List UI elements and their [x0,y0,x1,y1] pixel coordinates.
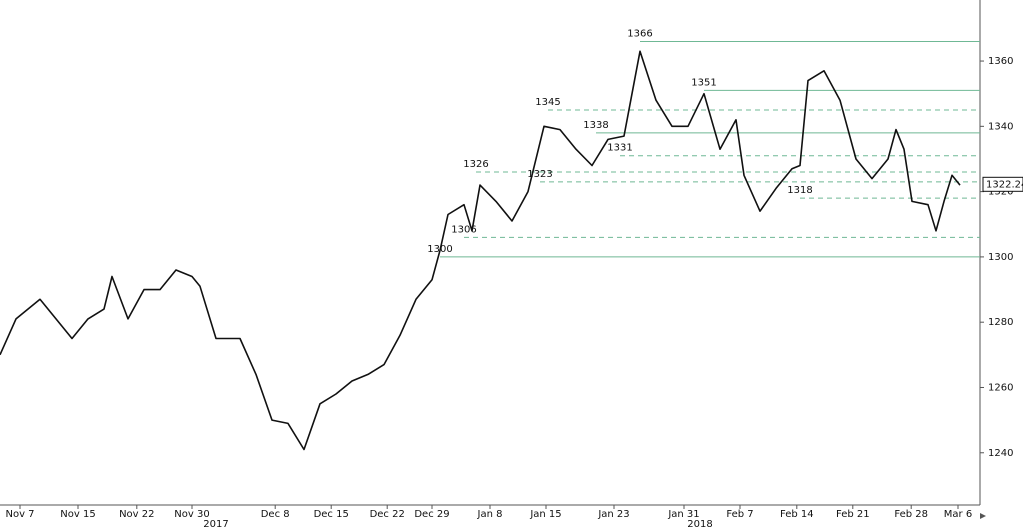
x-tick-label: Jan 15 [529,509,561,520]
x-tick-label: Jan 8 [477,509,503,520]
level-label: 1345 [535,97,560,108]
x-tick-label: Nov 22 [119,509,154,520]
x-tick-label: Nov 30 [174,509,209,520]
x-tick-label: Dec 22 [370,509,405,520]
y-tick-label: 1280 [988,317,1013,328]
y-tick-label: 1320 [988,187,1013,198]
x-tick-label: Dec 15 [314,509,349,520]
year-label: 2018 [687,519,712,529]
level-label: 1351 [691,77,716,88]
x-tick-label: Feb 7 [726,509,753,520]
x-tick-label: Dec 29 [414,509,449,520]
y-tick-label: 1300 [988,252,1013,263]
year-label: 2017 [203,519,228,529]
x-tick-label: Dec 8 [261,509,290,520]
level-label: 1318 [787,185,812,196]
x-tick-label: Nov 15 [60,509,95,520]
x-tick-label: Nov 7 [5,509,34,520]
x-tick-label: Jan 23 [597,509,629,520]
y-tick-label: 1260 [988,382,1013,393]
x-tick-label: Mar 6 [944,509,972,520]
last-value-box [982,176,1023,192]
x-tick-label: Feb 14 [780,509,814,520]
level-label: 1338 [583,120,608,131]
x-tick-label: Feb 28 [894,509,928,520]
last-value-label: 1322.24 [986,179,1023,190]
y-tick-label: 1240 [988,448,1013,459]
price-line [0,50,961,451]
level-label: 1326 [463,159,488,170]
level-label: 1323 [527,169,552,180]
level-label: 1331 [607,143,632,154]
level-label: 1306 [451,224,476,235]
y-tick-label: 1360 [988,56,1013,67]
x-tick-label: Feb 21 [836,509,870,520]
x-tick-label: Jan 31 [667,509,699,520]
level-label: 1366 [627,28,652,39]
y-tick-label: 1340 [988,121,1013,132]
scroll-arrow [980,513,986,519]
